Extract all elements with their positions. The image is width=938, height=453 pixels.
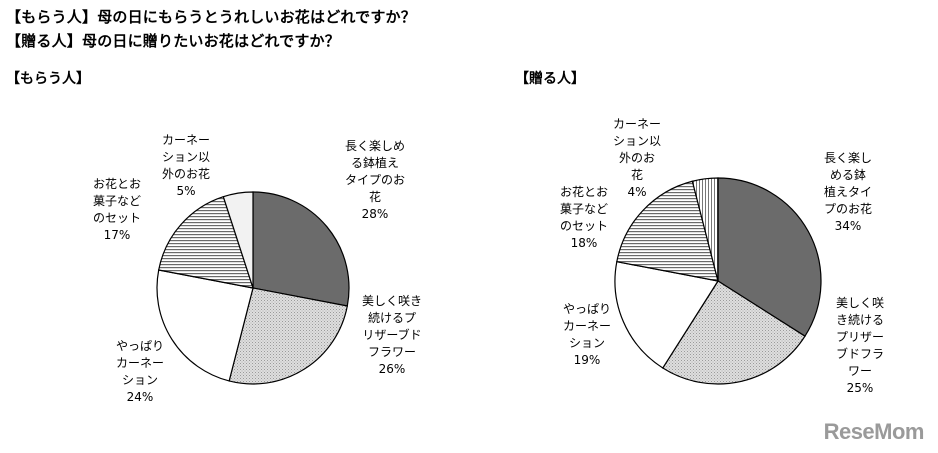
chart-title-line-2: 【贈る人】母の日に贈りたいお花はどれですか？ [6,32,340,50]
left-slice-label-3: やっぱりカーネーション 24% [116,339,164,404]
left-slice-label-2: 美しく咲き続けるプリザーブドフラワー 26% [362,293,422,376]
left-pie-slice-3 [156,269,254,382]
pie-left-group: 長く楽しめる鉢植えタイプのお花 28% 美しく咲き続けるプリザーブドフラワー 26% や… [93,133,422,404]
left-pie-heading: 【もらう人】 [6,71,90,87]
left-slice-label-5: カーネーション以外のお花 5% [162,133,210,198]
right-slice-label-5: カーネーション以外のお花 4% [613,117,661,199]
right-slice-label-2: 美しく咲き続けるプリザーブドフラワー 25% [836,295,884,395]
left-slice-percent-4: 17% [104,228,131,242]
left-pie-slice-4 [157,195,254,289]
left-pie-slice-5 [222,191,254,289]
left-slice-label-1: 長く楽しめる鉢植えタイプのお花 28% [345,139,405,221]
right-slice-label-4: お花とお菓子などのセット 18% [560,184,608,250]
left-slice-percent-3: 24% [127,390,154,404]
right-slice-percent-1: 34% [835,219,862,233]
right-slice-label-1: 長く楽しめる鉢植えタイプのお花 34% [824,151,872,233]
watermark-logo: ReseMom [823,419,925,444]
left-slice-label-4: お花とお菓子などのセット 17% [93,176,141,242]
right-pie-slice-2 [661,280,806,385]
right-pie-heading: 【贈る人】 [515,71,585,87]
left-pie-slice-1 [252,191,350,307]
right-pie-slice-3 [614,260,719,369]
chart-title-line-1: 【もらう人】母の日にもらうとうれしいお花はどれですか？ [6,8,416,26]
right-pie-slice-5 [691,177,719,282]
right-slice-percent-4: 18% [571,236,598,250]
left-slice-percent-1: 28% [362,207,389,221]
left-slice-percent-2: 26% [379,362,406,376]
right-pie-slice-4 [616,180,719,282]
right-slice-percent-5: 4% [627,185,646,199]
right-slice-label-3: やっぱりカーネーション 19% [563,302,611,367]
right-slice-percent-3: 19% [574,353,601,367]
right-slice-percent-2: 25% [847,381,874,395]
left-slice-percent-5: 5% [176,184,195,198]
pie-right-group: 長く楽しめる鉢植えタイプのお花 34% 美しく咲き続けるプリザーブドフラワー 25% や… [560,117,884,395]
left-pie-slice-2 [228,287,349,385]
